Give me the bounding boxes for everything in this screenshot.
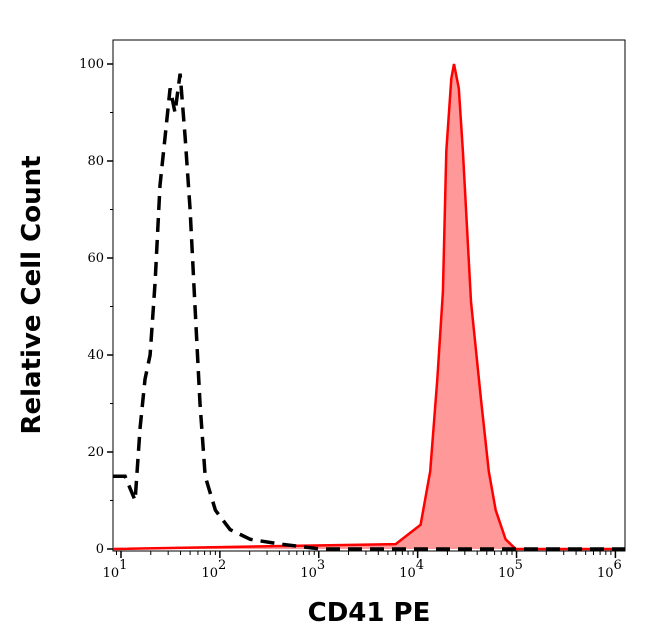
x-tick-label: 106: [597, 558, 622, 581]
control-series-line: [113, 73, 625, 551]
y-axis-label: Relative Cell Count: [17, 155, 47, 434]
y-tick-label: 100: [79, 57, 104, 72]
x-tick-label: 105: [498, 558, 523, 581]
y-tick-label: 0: [96, 542, 104, 557]
y-tick-label: 20: [87, 445, 104, 460]
x-tick-label: 104: [399, 558, 424, 581]
y-tick-label: 40: [87, 348, 104, 363]
stained-series-line: [112, 63, 625, 551]
x-tick-label: 102: [201, 558, 226, 581]
x-tick-label: 103: [300, 558, 325, 581]
y-tick-label: 60: [87, 251, 104, 266]
plot-frame: [112, 39, 626, 552]
x-tick-label: 101: [103, 558, 128, 581]
series-fill: [113, 64, 625, 549]
x-axis-label: CD41 PE: [308, 598, 431, 628]
y-tick-label: 80: [87, 154, 104, 169]
